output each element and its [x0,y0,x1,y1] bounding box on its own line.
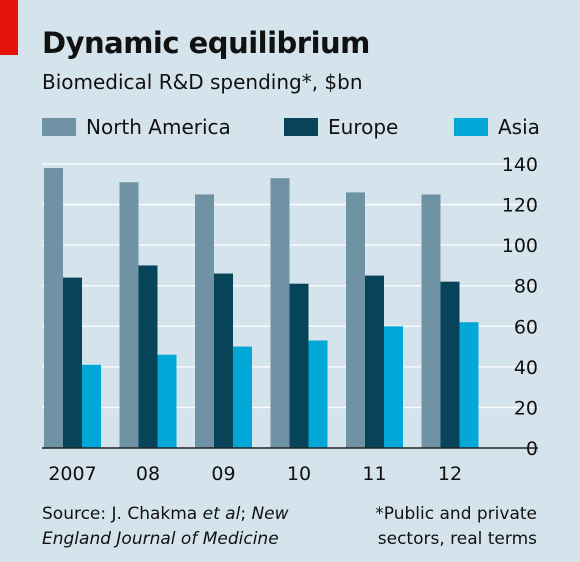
source-separator: ; [240,504,252,524]
bar-asia-2007 [82,364,101,448]
legend-label-north-america: North America [86,115,231,139]
y-tick-label: 100 [502,235,538,257]
y-tick-label: 140 [502,154,538,176]
bar-north-america-12 [421,194,441,448]
y-tick-label: 20 [514,397,538,419]
legend-swatch-asia [454,118,488,136]
source-journal-line1: New [251,504,289,524]
bar-europe-2007 [63,277,82,448]
bar-europe-10 [289,283,309,448]
chart-subtitle: Biomedical R&D spending*, $bn [42,70,363,94]
legend-item-asia: Asia [454,114,540,140]
y-tick-label: 0 [526,438,538,460]
footnote: *Public and private sectors, real terms [375,502,537,552]
legend-label-asia: Asia [498,115,540,139]
brand-accent-bar [0,0,18,55]
bar-europe-08 [138,265,158,448]
legend-item-north-america: North America [42,114,231,140]
source-journal-line2: England Journal of Medicine [42,529,279,549]
y-tick-label: 40 [514,357,538,379]
bar-asia-11 [384,326,403,448]
chart-title: Dynamic equilibrium [42,26,370,60]
bar-asia-10 [308,340,328,448]
legend-item-europe: Europe [284,114,398,140]
footnote-line2: sectors, real terms [377,529,537,549]
x-tick-label: 10 [287,463,311,485]
x-tick-label: 2007 [48,463,96,485]
x-tick-label: 12 [438,463,462,485]
bar-europe-11 [365,275,384,448]
bar-asia-12 [459,322,479,448]
legend: North America Europe Asia [42,114,542,140]
x-tick-label: 09 [211,463,235,485]
source-prefix: Source: J. Chakma [42,504,203,524]
y-tick-label: 120 [502,195,538,217]
y-tick-label: 60 [514,316,538,338]
bar-asia-08 [157,354,177,448]
source-etal: et al [202,504,241,524]
legend-swatch-north-america [42,118,76,136]
bar-chart: 0 20 40 60 80 100 120 140 2007 08 09 10 11 12 [42,154,538,485]
bar-europe-09 [214,273,233,448]
bar-asia-09 [233,346,252,448]
bar-europe-12 [440,281,460,448]
bar-north-america-08 [119,182,139,448]
x-tick-label: 08 [136,463,160,485]
x-tick-label: 11 [362,463,386,485]
y-tick-label: 80 [514,276,538,298]
bar-north-america-11 [346,192,365,448]
legend-label-europe: Europe [328,115,399,139]
bar-north-america-09 [195,194,214,448]
bar-north-america-2007 [44,168,63,449]
legend-swatch-europe [284,118,318,136]
bar-north-america-10 [270,178,290,448]
footnote-line1: *Public and private [375,504,537,524]
source-note: Source: J. Chakma et al; New England Jou… [42,502,289,552]
